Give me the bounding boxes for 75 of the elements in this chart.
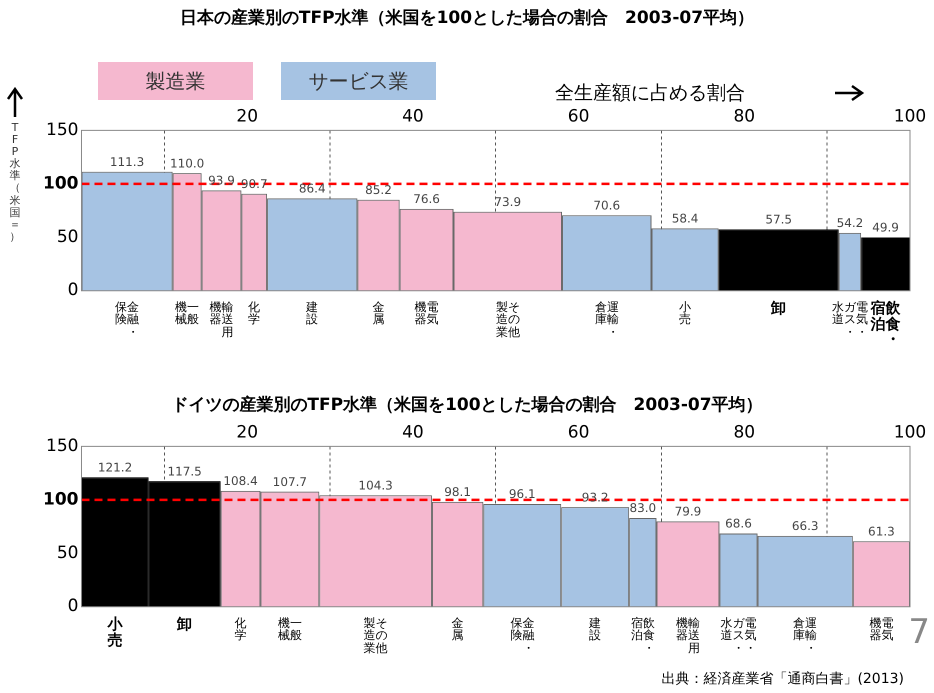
x-tick-label: 20: [236, 106, 258, 127]
data-label: 49.9: [872, 220, 899, 235]
annotation: 金融・保険: [510, 616, 534, 655]
data-label: 54.2: [836, 216, 864, 230]
y-tick-label: 50: [56, 542, 78, 563]
data-label: 58.4: [672, 211, 698, 226]
data-label: 110.0: [170, 156, 204, 170]
annotation: 小売: [679, 300, 692, 326]
annotation: 飲食・宿泊: [630, 616, 655, 655]
annotation: 一般機械: [175, 300, 200, 326]
text: 7: [908, 612, 930, 652]
annotation: 輸送用機器: [676, 616, 700, 655]
x-tick-label: 80: [733, 106, 756, 127]
annotation: 飲食・宿泊: [870, 298, 901, 348]
data-label: 108.4: [223, 474, 258, 488]
data-label: 107.7: [272, 474, 308, 489]
annotation: 運輸・倉庫: [594, 300, 619, 339]
annotation: 化学: [234, 616, 247, 642]
data-label: 83.0: [629, 501, 656, 516]
source-note: 出典：経済産業省「通商白書」(2013): [661, 670, 904, 688]
annotation: 金属: [452, 616, 464, 642]
x-tick-label: 60: [568, 106, 590, 127]
annotation: 金融・保険: [115, 300, 140, 339]
text: TFP水準（米国＝）: [10, 121, 20, 243]
y-tick-label: 0: [68, 280, 78, 300]
x-tick-label: 100: [894, 106, 926, 127]
data-label: 70.6: [593, 198, 620, 212]
annotation: 卸: [771, 298, 786, 317]
data-label: 85.2: [365, 182, 392, 197]
annotation: 電気機器: [414, 300, 439, 326]
y-tick-label: 50: [56, 226, 78, 247]
chart-title: ドイツの産業別のTFP水準（米国を100とした場合の割合 2003-07平均）: [170, 394, 764, 416]
data-label: 68.6: [725, 516, 752, 531]
x-tick-label: 40: [402, 422, 424, 443]
annotation: その他製造業: [364, 616, 388, 655]
annotation: 卸: [177, 614, 192, 633]
y-tick-label: 150: [46, 120, 78, 140]
data-label: 104.3: [358, 478, 393, 492]
data-label: 96.1: [508, 487, 536, 502]
data-label: 73.9: [494, 194, 522, 209]
data-label: 98.1: [444, 485, 471, 500]
chart-title: 日本の産業別のTFP水準（米国を100とした場合の割合 2003-07平均）: [178, 7, 756, 29]
annotation: その他製造業: [496, 300, 520, 339]
annotation: 電気・ガス・水道: [720, 616, 756, 655]
data-label: 117.5: [167, 464, 202, 478]
y-tick-label: 0: [68, 596, 78, 616]
annotation: 金属: [372, 300, 384, 326]
x-axis-title: 全生産額に占める割合: [555, 81, 745, 106]
text: サービス業: [281, 62, 436, 100]
annotation: 輸送用機器: [210, 300, 234, 339]
annotation: 化学: [248, 300, 260, 326]
annotation: 建設: [306, 300, 318, 326]
data-label: 61.3: [868, 524, 895, 538]
data-label: 76.6: [413, 192, 440, 206]
data-label: 57.5: [765, 212, 792, 226]
x-tick-label: 20: [236, 422, 258, 443]
annotation: 電気機器: [869, 616, 894, 642]
annotation: 一般機械: [278, 616, 302, 642]
text: 製造業: [98, 62, 253, 100]
annotation: 運輸・倉庫: [793, 616, 818, 655]
y-tick-label: 100: [42, 173, 79, 194]
data-label: 121.2: [98, 460, 132, 474]
data-label: 79.9: [674, 504, 702, 518]
annotation: 小売: [108, 614, 123, 649]
data-label: 66.3: [792, 519, 819, 534]
data-label: 86.4: [298, 182, 326, 196]
y-tick-label: 100: [42, 489, 79, 510]
y-tick-label: 150: [46, 436, 78, 456]
x-tick-label: 80: [733, 422, 756, 443]
x-tick-label: 60: [568, 422, 590, 443]
x-tick-label: 40: [402, 106, 424, 127]
annotation: 建設: [589, 616, 602, 642]
annotation: 電気・ガス・水道: [832, 300, 868, 339]
x-tick-label: 100: [894, 422, 926, 443]
data-label: 111.3: [110, 154, 144, 169]
